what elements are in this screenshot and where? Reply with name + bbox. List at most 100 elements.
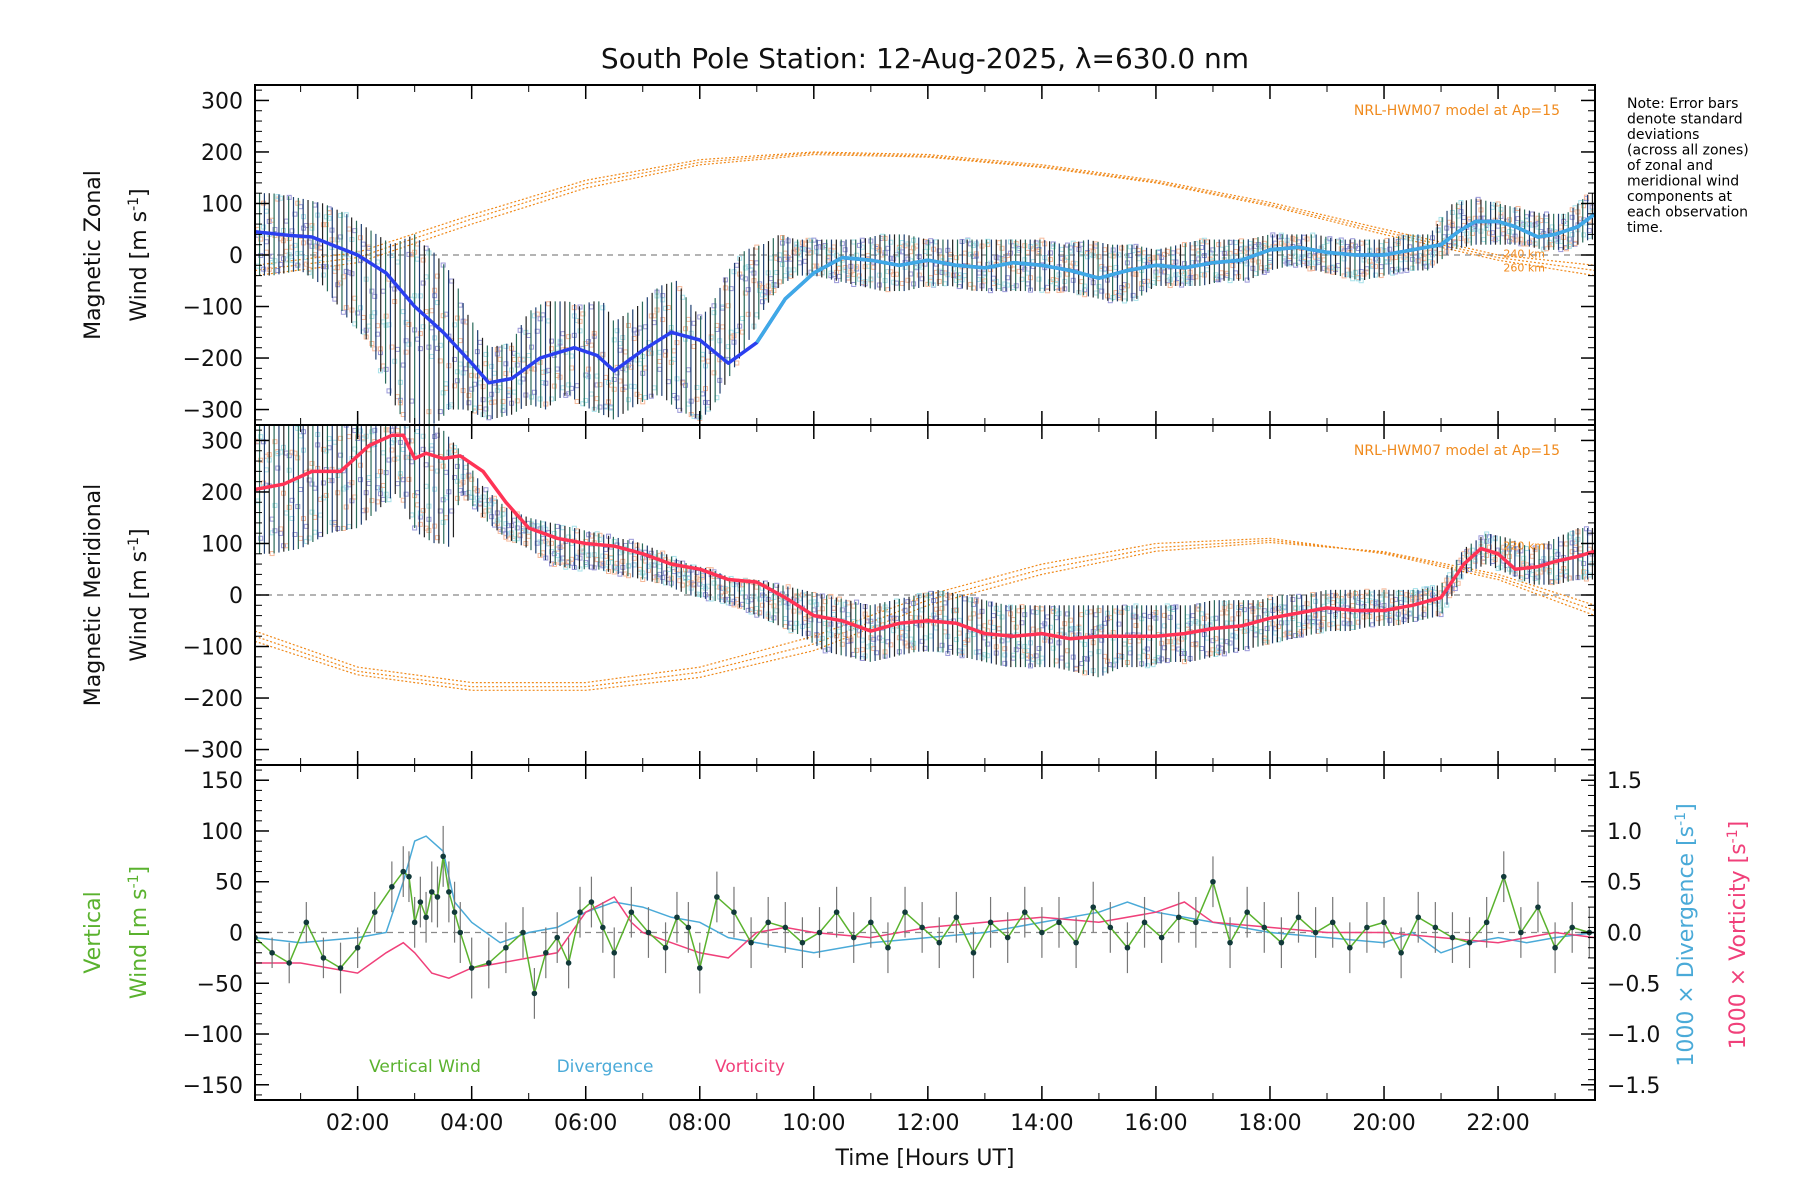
vertical-wind-point [1244, 909, 1250, 915]
x-tick-label: 02:00 [326, 1111, 389, 1136]
scatter-point [500, 404, 506, 410]
scatter-point [386, 497, 392, 503]
scatter-point [1107, 265, 1113, 271]
scatter-point [1181, 650, 1187, 656]
scatter-point [1096, 283, 1102, 289]
scatter-point [734, 360, 740, 366]
vertical-wind-point [645, 929, 652, 936]
sample-scatter [255, 425, 1595, 676]
scatter-point [1085, 250, 1091, 256]
scatter-point [611, 386, 617, 392]
scatter-point [1181, 659, 1187, 665]
scatter-point [985, 641, 991, 647]
scatter-point [369, 314, 375, 320]
scatter-point [939, 269, 945, 275]
scatter-point [597, 404, 603, 410]
scatter-point [323, 448, 329, 454]
scatter-point [782, 616, 788, 622]
scatter-point [1244, 261, 1250, 267]
scatter-point [1033, 653, 1039, 659]
scatter-point [323, 222, 329, 228]
vertical-wind-point [696, 965, 703, 971]
scatter-point [782, 599, 788, 605]
vertical-wind-point [565, 960, 572, 966]
scatter-point [1581, 561, 1587, 567]
scatter-point [951, 266, 957, 272]
scatter-point [417, 293, 423, 299]
model-label: NRL-HWM07 model at Ap=15 [1354, 443, 1560, 459]
scatter-point [1338, 601, 1344, 607]
note-line: components at [1627, 189, 1733, 205]
scatter-point [1050, 645, 1056, 651]
scatter-point [1278, 240, 1284, 246]
meridional-wind-panel: NRL-HWM07 model at Ap=15 220 km −300 −200 −1… [81, 424, 1596, 766]
scatter-point [1241, 245, 1247, 251]
scatter-point [697, 592, 703, 598]
scatter-point [842, 265, 848, 271]
scatter-point [320, 272, 326, 278]
scatter-point [1036, 645, 1042, 651]
scatter-point [420, 257, 426, 263]
scatter-point [663, 570, 669, 576]
scatter-point [1341, 273, 1347, 279]
scatter-point [842, 632, 848, 638]
scatter-point [1398, 257, 1404, 263]
scatter-point [891, 256, 897, 262]
vertical-wind-point [1039, 929, 1045, 936]
y2-tick-label: −1.5 [1607, 1074, 1660, 1099]
scatter-point [891, 279, 897, 285]
scatter-point [1424, 263, 1430, 269]
scatter-point [685, 581, 691, 587]
scatter-point [1181, 271, 1187, 277]
scatter-point [1025, 281, 1031, 287]
scatter-point [1435, 610, 1441, 616]
scatter-point [985, 238, 991, 244]
scatter-point [1566, 243, 1572, 249]
scatter-point [406, 455, 412, 461]
scatter-point [372, 293, 378, 299]
scatter-point [648, 350, 654, 356]
scatter-point [611, 538, 617, 544]
scatter-point [369, 429, 375, 435]
scatter-point [355, 310, 361, 316]
scatter-point [1581, 232, 1587, 238]
scatter-point [517, 356, 523, 362]
vertical-wind-point [423, 914, 429, 921]
scatter-point [660, 317, 666, 323]
scatter-point [1133, 271, 1139, 277]
x-tick-label: 12:00 [896, 1111, 959, 1136]
scatter-point [1082, 655, 1088, 661]
scatter-point [420, 324, 426, 330]
scatter-point [1341, 620, 1347, 626]
scatter-point [1390, 598, 1396, 604]
scatter-point [1324, 594, 1330, 600]
scatter-point [611, 337, 617, 343]
vertical-wind-point [1466, 939, 1473, 946]
scatter-point [1181, 242, 1187, 248]
scatter-point [708, 596, 714, 602]
vertical-wind-point [588, 899, 595, 905]
scatter-point [1276, 637, 1282, 643]
note-line: meridional wind [1627, 174, 1739, 190]
vertical-wind-point [714, 894, 720, 900]
scatter-point [1122, 604, 1128, 610]
scatter-point [891, 628, 897, 634]
scatter-point [1364, 239, 1370, 245]
vertical-wind-point [885, 944, 891, 951]
scatter-point [1290, 616, 1296, 622]
y2-tick-label: 0.0 [1607, 922, 1642, 947]
scatter-point [648, 313, 654, 319]
scatter-point [611, 569, 617, 575]
scatter-point [563, 564, 569, 570]
scatter-point [357, 477, 363, 483]
scatter-point [1421, 612, 1427, 618]
scatter-point [999, 614, 1005, 620]
scatter-point [842, 267, 848, 273]
scatter-point [298, 433, 304, 439]
x-tick-label: 14:00 [1010, 1111, 1073, 1136]
scatter-point [1196, 248, 1202, 254]
scatter-point [395, 428, 401, 434]
vertical-wind-point [1518, 929, 1524, 936]
model-curve [255, 151, 1595, 266]
note-line: of zonal and [1627, 158, 1713, 174]
